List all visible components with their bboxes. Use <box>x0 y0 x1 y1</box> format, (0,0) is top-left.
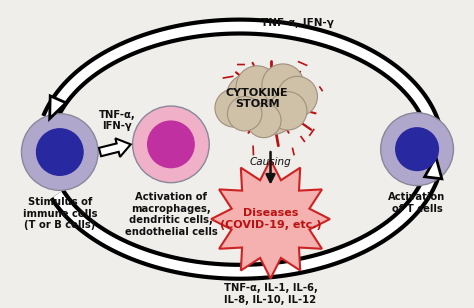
FancyArrow shape <box>99 138 131 157</box>
Polygon shape <box>211 160 330 278</box>
Circle shape <box>240 74 301 135</box>
Circle shape <box>227 74 273 120</box>
Text: Diseases
(COVID-19, etc.): Diseases (COVID-19, etc.) <box>220 208 321 230</box>
Circle shape <box>236 66 278 108</box>
Circle shape <box>262 64 304 106</box>
Circle shape <box>36 128 84 176</box>
Text: Stimulus of
immune cells
(T or B cells): Stimulus of immune cells (T or B cells) <box>23 197 97 230</box>
Circle shape <box>381 113 454 185</box>
Text: Activation
of T cells: Activation of T cells <box>389 192 446 214</box>
Text: Activation of
macrophages,
dendritic cells,
endothelial cells: Activation of macrophages, dendritic cel… <box>125 192 217 237</box>
Circle shape <box>147 120 195 168</box>
Text: Causing: Causing <box>250 156 292 167</box>
Text: CYTOKINE
STORM: CYTOKINE STORM <box>226 87 288 109</box>
Circle shape <box>395 127 439 171</box>
Polygon shape <box>425 157 442 179</box>
Text: TNF-α,
IFN-γ: TNF-α, IFN-γ <box>99 110 136 131</box>
Circle shape <box>133 106 209 183</box>
Circle shape <box>277 76 318 117</box>
Polygon shape <box>50 96 66 119</box>
Circle shape <box>228 96 262 131</box>
Circle shape <box>215 89 253 127</box>
Text: TNF-α, IFN-γ: TNF-α, IFN-γ <box>261 18 334 28</box>
Circle shape <box>21 114 98 190</box>
Circle shape <box>246 103 281 138</box>
Text: TNF-α, IL-1, IL-6,
IL-8, IL-10, IL-12: TNF-α, IL-1, IL-6, IL-8, IL-10, IL-12 <box>224 283 318 305</box>
Circle shape <box>269 92 307 130</box>
